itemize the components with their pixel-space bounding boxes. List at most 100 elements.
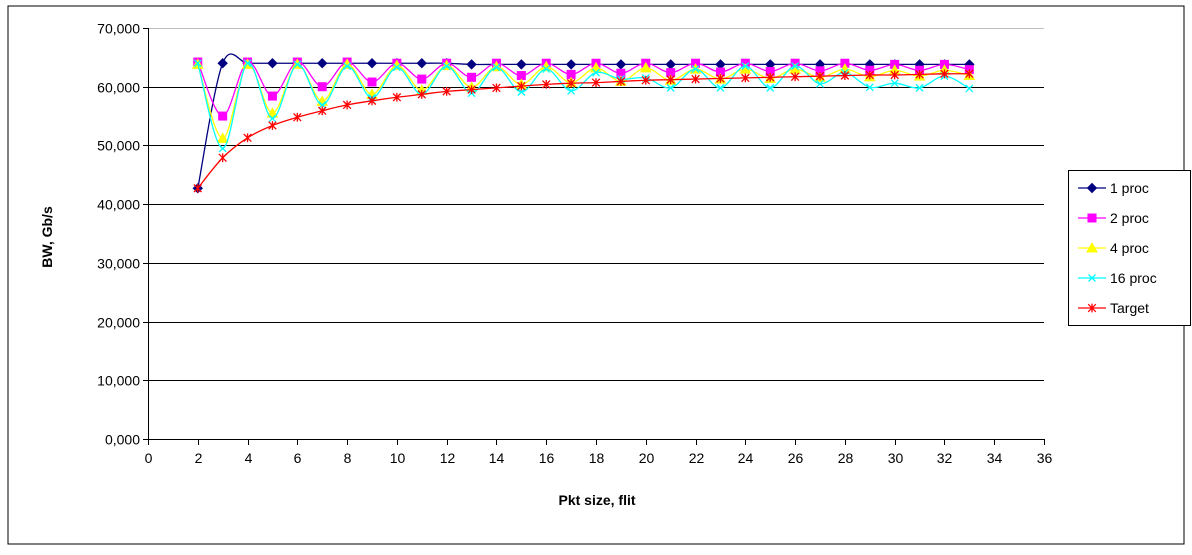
data-point <box>267 58 278 69</box>
data-point <box>741 73 750 83</box>
data-point <box>243 133 252 143</box>
data-point <box>840 71 850 80</box>
data-point <box>940 69 949 79</box>
data-point <box>716 74 725 83</box>
data-point <box>317 58 328 69</box>
data-point <box>317 106 327 116</box>
data-point <box>566 78 576 88</box>
data-point <box>965 69 974 79</box>
data-point <box>691 65 700 74</box>
data-point <box>216 132 229 143</box>
series-target <box>193 69 974 193</box>
data-point <box>666 83 675 92</box>
data-point <box>218 111 228 121</box>
data-point <box>466 59 477 70</box>
data-point <box>268 114 277 123</box>
x-tick-label: 30 <box>888 450 904 466</box>
legend-item: 4 proc <box>1078 240 1149 256</box>
legend-label: 16 proc <box>1110 270 1157 286</box>
series-line <box>197 63 970 140</box>
legend-label: 4 proc <box>1110 240 1149 256</box>
data-point <box>765 72 775 82</box>
data-point <box>343 62 352 71</box>
data-point <box>565 59 577 70</box>
data-point <box>366 58 378 69</box>
x-tick-label: 26 <box>788 450 804 466</box>
data-point <box>266 107 279 118</box>
x-tick-label: 16 <box>539 450 555 466</box>
legend: 1 proc 2 proc 4 proc 16 proc Target <box>1068 170 1191 326</box>
legend-label: 2 proc <box>1110 210 1149 226</box>
data-point <box>791 62 800 71</box>
data-point <box>243 59 252 68</box>
data-point <box>716 83 725 92</box>
x-tick-label: 36 <box>1037 450 1053 466</box>
data-point <box>890 79 899 88</box>
x-tick-label: 10 <box>390 450 406 466</box>
legend-item: 2 proc <box>1078 210 1149 226</box>
data-point <box>367 77 377 87</box>
data-point <box>516 59 527 70</box>
y-tick-label: 40,000 <box>97 197 140 213</box>
y-tick-label: 10,000 <box>97 373 140 389</box>
x-tick-label: 4 <box>245 450 253 466</box>
x-tick-label: 0 <box>145 450 153 466</box>
series-line <box>197 73 970 189</box>
data-point <box>592 68 600 77</box>
data-point <box>417 74 427 84</box>
x-tick-label: 32 <box>937 450 953 466</box>
data-point <box>442 62 451 71</box>
data-point <box>541 79 551 89</box>
data-point <box>417 89 427 99</box>
data-point <box>965 84 974 93</box>
x-tick-label: 12 <box>440 450 456 466</box>
x-tick-label: 20 <box>639 450 655 466</box>
data-point <box>193 183 203 193</box>
data-point <box>591 78 601 88</box>
data-point <box>766 83 775 92</box>
data-point <box>416 58 427 69</box>
data-point <box>790 72 800 82</box>
legend-item: Target <box>1078 300 1149 316</box>
legend-marker <box>1087 303 1097 313</box>
x-tick-label: 2 <box>195 450 203 466</box>
x-tick-label: 14 <box>489 450 505 466</box>
data-point <box>492 83 501 93</box>
x-tick-label: 8 <box>344 450 352 466</box>
data-point <box>815 71 825 81</box>
data-point <box>517 88 526 96</box>
data-point <box>517 81 526 91</box>
legend-item: 16 proc <box>1078 270 1157 286</box>
legend-label: Target <box>1110 300 1149 316</box>
legend-item: 1 proc <box>1078 180 1149 196</box>
data-point <box>915 83 924 92</box>
x-tick-label: 6 <box>294 450 302 466</box>
data-point <box>392 63 401 72</box>
data-point <box>865 83 874 92</box>
data-point <box>218 153 227 163</box>
x-tick-label: 34 <box>987 450 1003 466</box>
data-point <box>467 72 477 82</box>
y-tick-label: 20,000 <box>97 315 140 331</box>
data-point <box>392 92 402 102</box>
data-point <box>616 77 626 86</box>
x-tick-label: 22 <box>689 450 705 466</box>
series-line <box>197 62 970 150</box>
data-point <box>915 69 924 79</box>
x-tick-label: 28 <box>838 450 854 466</box>
data-point <box>293 112 302 122</box>
x-axis-title: Pkt size, flit <box>558 492 635 508</box>
y-axis-title: BW, Gb/s <box>39 206 55 268</box>
y-tick-label: 60,000 <box>97 80 140 96</box>
x-tick-label: 24 <box>738 450 754 466</box>
legend-label: 1 proc <box>1110 180 1149 196</box>
legend-marker <box>1088 274 1096 282</box>
data-point <box>890 70 899 80</box>
y-tick-label: 50,000 <box>97 138 140 154</box>
data-point <box>492 63 501 72</box>
data-point <box>217 58 228 69</box>
chart-frame <box>7 5 1185 545</box>
x-tick-label: 18 <box>589 450 605 466</box>
